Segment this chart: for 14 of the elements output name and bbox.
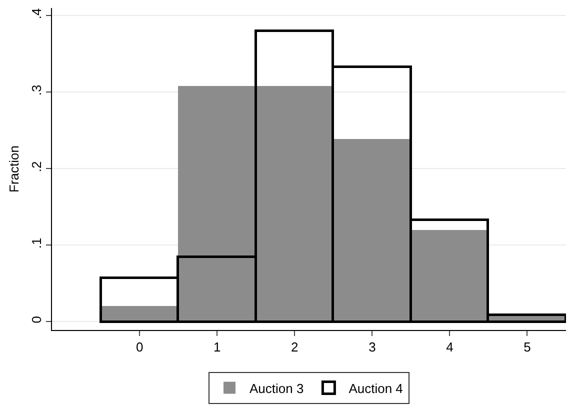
x-tick-label: 3 [368,340,376,355]
x-tick-label: 5 [524,340,531,355]
legend-label: Auction 3 [250,380,304,396]
x-tick-label: 4 [446,340,454,355]
y-tick-label: 0 [28,316,44,324]
y-axis-title: Fraction [6,146,22,192]
x-tick-label: 2 [291,340,298,355]
y-tick-label: .3 [28,84,44,96]
y-tick-label: .2 [28,161,44,172]
y-tick-label: .4 [28,8,44,20]
x-tick-label: 0 [136,340,144,355]
y-tick-label: .1 [28,238,44,249]
legend-label: Auction 4 [348,380,403,396]
x-tick-label: 1 [214,340,221,355]
